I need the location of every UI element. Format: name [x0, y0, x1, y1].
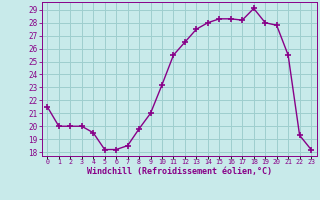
X-axis label: Windchill (Refroidissement éolien,°C): Windchill (Refroidissement éolien,°C) — [87, 167, 272, 176]
